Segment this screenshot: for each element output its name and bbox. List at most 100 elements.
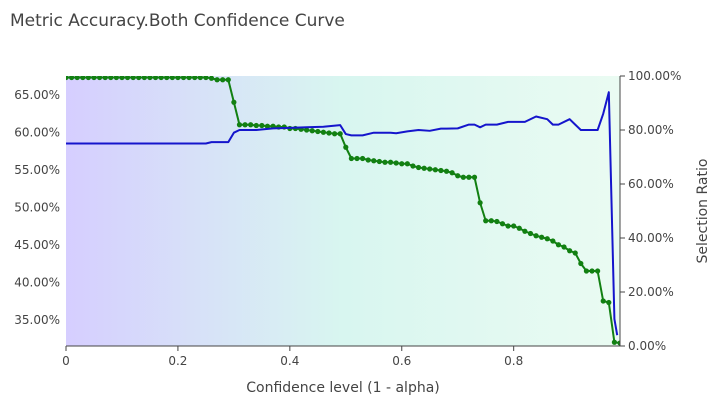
series-0-point bbox=[455, 173, 461, 179]
series-0-point bbox=[108, 76, 114, 81]
series-0-point bbox=[130, 76, 136, 81]
series-0-point bbox=[611, 339, 618, 345]
series-0-point bbox=[516, 225, 522, 231]
series-0-point bbox=[315, 128, 321, 135]
series-0-point bbox=[578, 260, 584, 267]
series-0-point bbox=[203, 76, 209, 81]
series-0-point bbox=[376, 158, 382, 165]
series-0-point bbox=[477, 200, 483, 206]
series-0-point bbox=[68, 76, 75, 81]
y-tick-label-2: 45.00% bbox=[14, 238, 60, 252]
series-0-point bbox=[124, 76, 131, 81]
series-0-point bbox=[572, 250, 578, 256]
series-0-line bbox=[66, 76, 620, 344]
series-0-point bbox=[466, 174, 472, 180]
y-tick-label-6: 65.00% bbox=[14, 88, 60, 102]
series-0-point bbox=[343, 144, 349, 150]
series-0-point bbox=[427, 166, 433, 172]
chart-title: Metric Accuracy.Both Confidence Curve bbox=[10, 11, 345, 31]
series-0-point bbox=[404, 161, 410, 167]
y2-tick-label-0: 0.00% bbox=[628, 339, 666, 353]
series-0-point bbox=[415, 164, 422, 171]
x-axis-title: Confidence level (1 - alpha) bbox=[246, 380, 440, 396]
x-tick-label-1: 0.2 bbox=[168, 354, 187, 368]
series-0-point bbox=[169, 76, 175, 81]
series-0-point bbox=[583, 268, 590, 274]
series-0-point bbox=[555, 242, 562, 248]
series-0-point bbox=[460, 174, 466, 180]
series-0-point bbox=[443, 168, 450, 174]
x-tick-label-4: 0.8 bbox=[504, 354, 523, 368]
series-0-point bbox=[550, 238, 556, 244]
series-0-point bbox=[393, 160, 399, 166]
series-0-point bbox=[522, 228, 528, 234]
y2-axis-title: Selection Ratio bbox=[695, 159, 711, 264]
series-0-point bbox=[539, 234, 545, 240]
series-0-point bbox=[309, 128, 315, 134]
y-tick-label-0: 35.00% bbox=[14, 313, 60, 327]
series-0-point bbox=[359, 155, 366, 162]
series-0-point bbox=[527, 230, 534, 237]
y2-tick-label-5: 100.00% bbox=[628, 69, 681, 83]
series-0-point bbox=[438, 167, 444, 174]
series-0-point bbox=[186, 76, 192, 81]
series-0-point bbox=[208, 76, 215, 81]
series-0-point bbox=[449, 170, 455, 176]
series-1-line bbox=[66, 91, 619, 336]
series-0-point bbox=[180, 76, 187, 81]
series-0-point bbox=[544, 236, 550, 242]
series-0-point bbox=[231, 99, 237, 105]
y-axis-ticks: 35.00% 40.00% 45.00% 50.00% 55.00% 60.00% 65.0… bbox=[14, 88, 60, 327]
series-0-point bbox=[141, 76, 147, 81]
y2-tick-label-1: 20.00% bbox=[628, 285, 674, 299]
series-0-point bbox=[432, 167, 438, 173]
x-axis-ticks: 0 0.2 0.4 0.6 0.8 bbox=[62, 346, 523, 368]
series-0-point bbox=[175, 76, 181, 81]
series-0-point bbox=[354, 155, 360, 162]
series-0-point bbox=[225, 77, 231, 83]
y2-tick-label-2: 40.00% bbox=[628, 231, 674, 245]
x-tick-label-0: 0 bbox=[62, 354, 70, 368]
series-0-point bbox=[197, 76, 203, 81]
series-0-point bbox=[102, 76, 108, 81]
series-0-point bbox=[304, 127, 310, 133]
series-0-point bbox=[242, 122, 248, 128]
y2-tick-label-4: 80.00% bbox=[628, 123, 674, 137]
series-0-point bbox=[348, 155, 354, 162]
series-0-point bbox=[119, 76, 125, 81]
series-0-point bbox=[387, 159, 394, 165]
series-0-point bbox=[533, 233, 539, 239]
series-0-point bbox=[505, 223, 511, 229]
series-0-point bbox=[147, 76, 153, 81]
series-0-point bbox=[567, 248, 573, 254]
x-tick-label-3: 0.6 bbox=[392, 354, 411, 368]
series-0-point bbox=[320, 129, 327, 135]
y-tick-label-1: 40.00% bbox=[14, 275, 60, 289]
series-0-point bbox=[589, 268, 595, 274]
series-0-point bbox=[326, 130, 332, 136]
x-tick-label-2: 0.4 bbox=[280, 354, 299, 368]
y2-axis-ticks: 0.00% 20.00% 40.00% 60.00% 80.00% 100.00% bbox=[620, 69, 681, 353]
y-tick-label-5: 60.00% bbox=[14, 125, 60, 139]
series-0-point bbox=[332, 131, 338, 137]
series-0-point bbox=[80, 76, 86, 81]
series-0-point bbox=[248, 122, 254, 128]
series-layer bbox=[66, 76, 620, 346]
series-0-point bbox=[365, 157, 371, 163]
series-0-point bbox=[214, 77, 220, 83]
y2-tick-label-3: 60.00% bbox=[628, 177, 674, 191]
series-0-point bbox=[617, 340, 620, 346]
series-0-point bbox=[164, 76, 170, 81]
series-0-point bbox=[91, 76, 97, 81]
series-0-point bbox=[85, 76, 91, 81]
series-0-point bbox=[113, 76, 119, 81]
series-0-point bbox=[136, 76, 142, 81]
series-0-point bbox=[259, 122, 265, 129]
series-0-point bbox=[253, 122, 259, 129]
series-0-point bbox=[337, 131, 343, 137]
series-0-point bbox=[471, 174, 478, 180]
series-0-point bbox=[421, 165, 427, 171]
series-0-point bbox=[158, 76, 164, 81]
series-0-point bbox=[483, 218, 489, 224]
